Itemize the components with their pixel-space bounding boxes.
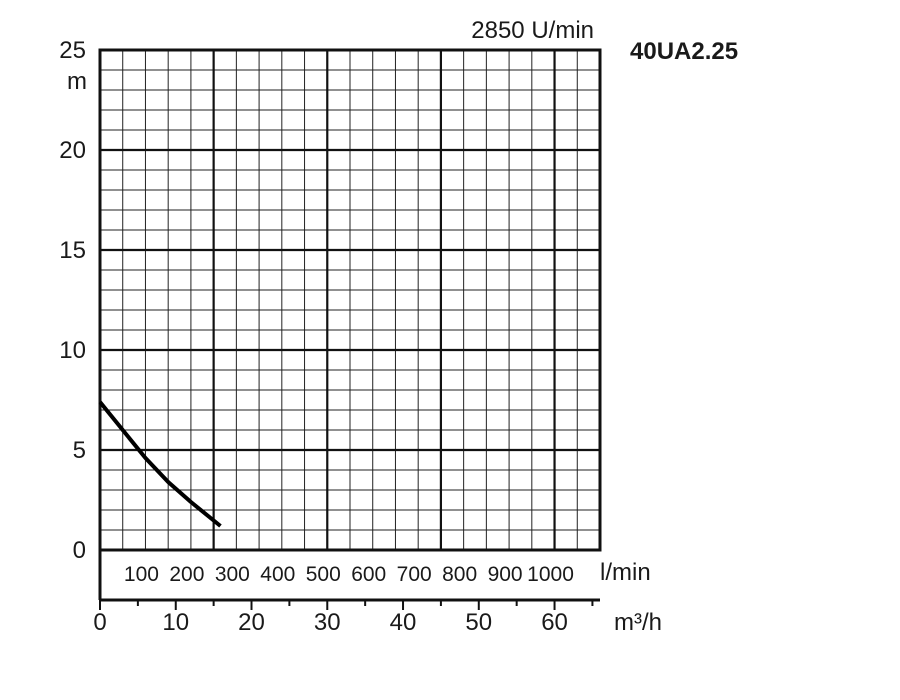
y-axis-ticks: 0 5 10 15 20 25 xyxy=(59,37,86,564)
x-secondary-unit-label: m³/h xyxy=(614,609,662,636)
y-axis-label: m xyxy=(67,68,87,95)
y-tick-label: 0 xyxy=(73,537,86,564)
speed-label: 2850 U/min xyxy=(471,17,594,44)
x-primary-unit-label: l/min xyxy=(600,559,651,586)
x-lmin-tick-label: 400 xyxy=(260,563,295,586)
major-grid xyxy=(100,50,600,550)
y-tick-label: 15 xyxy=(59,237,86,264)
x-m3h-tick-label: 40 xyxy=(390,609,417,636)
curve-layer xyxy=(98,400,222,528)
y-tick-label: 10 xyxy=(59,337,86,364)
x-m3h-tick-label: 60 xyxy=(541,609,568,636)
y-tick-label: 20 xyxy=(59,137,86,164)
x-lmin-tick-label: 1000 xyxy=(527,563,574,586)
x-lmin-tick-label: 100 xyxy=(124,563,159,586)
x-axis-m3h: 0 10 20 30 40 50 60 xyxy=(93,600,594,636)
x-m3h-tick-label: 50 xyxy=(465,609,492,636)
x-lmin-tick-label: 500 xyxy=(306,563,341,586)
y-tick-label: 25 xyxy=(59,37,86,64)
x-lmin-tick-label: 300 xyxy=(215,563,250,586)
x-lmin-tick-label: 900 xyxy=(488,563,523,586)
minor-grid xyxy=(100,50,600,550)
pump-curve-line xyxy=(98,400,222,528)
x-m3h-tick-label: 10 xyxy=(162,609,189,636)
x-m3h-tick-label: 20 xyxy=(238,609,265,636)
x-lmin-tick-label: 200 xyxy=(169,563,204,586)
plot-frame xyxy=(98,48,602,552)
model-title: 40UA2.25 xyxy=(630,38,738,65)
x-lmin-tick-label: 700 xyxy=(397,563,432,586)
x-m3h-tick-label: 30 xyxy=(314,609,341,636)
x-lmin-tick-label: 600 xyxy=(351,563,386,586)
x-m3h-tick-label: 0 xyxy=(93,609,106,636)
y-tick-label: 5 xyxy=(73,437,86,464)
x-lmin-tick-label: 800 xyxy=(442,563,477,586)
x-axis-lmin: 100 200 300 400 500 600 700 800 900 1000 xyxy=(98,550,600,602)
